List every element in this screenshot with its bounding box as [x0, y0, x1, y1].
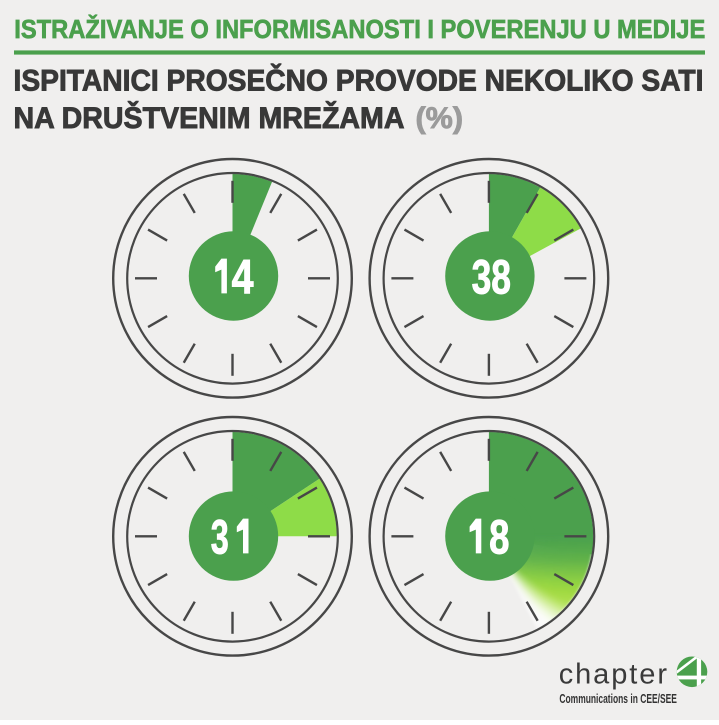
svg-text:Communications in CEE/SEE: Communications in CEE/SEE	[559, 692, 677, 706]
svg-text:38: 38	[472, 251, 511, 304]
svg-text:NA DRUŠTVENIM MREŽAMA: NA DRUŠTVENIM MREŽAMA	[14, 101, 405, 135]
svg-text:4: 4	[232, 251, 254, 304]
svg-text:ISPITANICI PROSEČNO PROVODE NE: ISPITANICI PROSEČNO PROVODE NEKOLIKO SAT…	[14, 64, 704, 98]
svg-text:chapter: chapter	[559, 659, 668, 691]
svg-text:8: 8	[489, 512, 509, 565]
svg-text:(%): (%)	[416, 102, 464, 135]
svg-text:ISTRAŽIVANJE O INFORMISANOSTI: ISTRAŽIVANJE O INFORMISANOSTI I POVERENJ…	[14, 14, 705, 44]
svg-text:3: 3	[211, 512, 229, 565]
